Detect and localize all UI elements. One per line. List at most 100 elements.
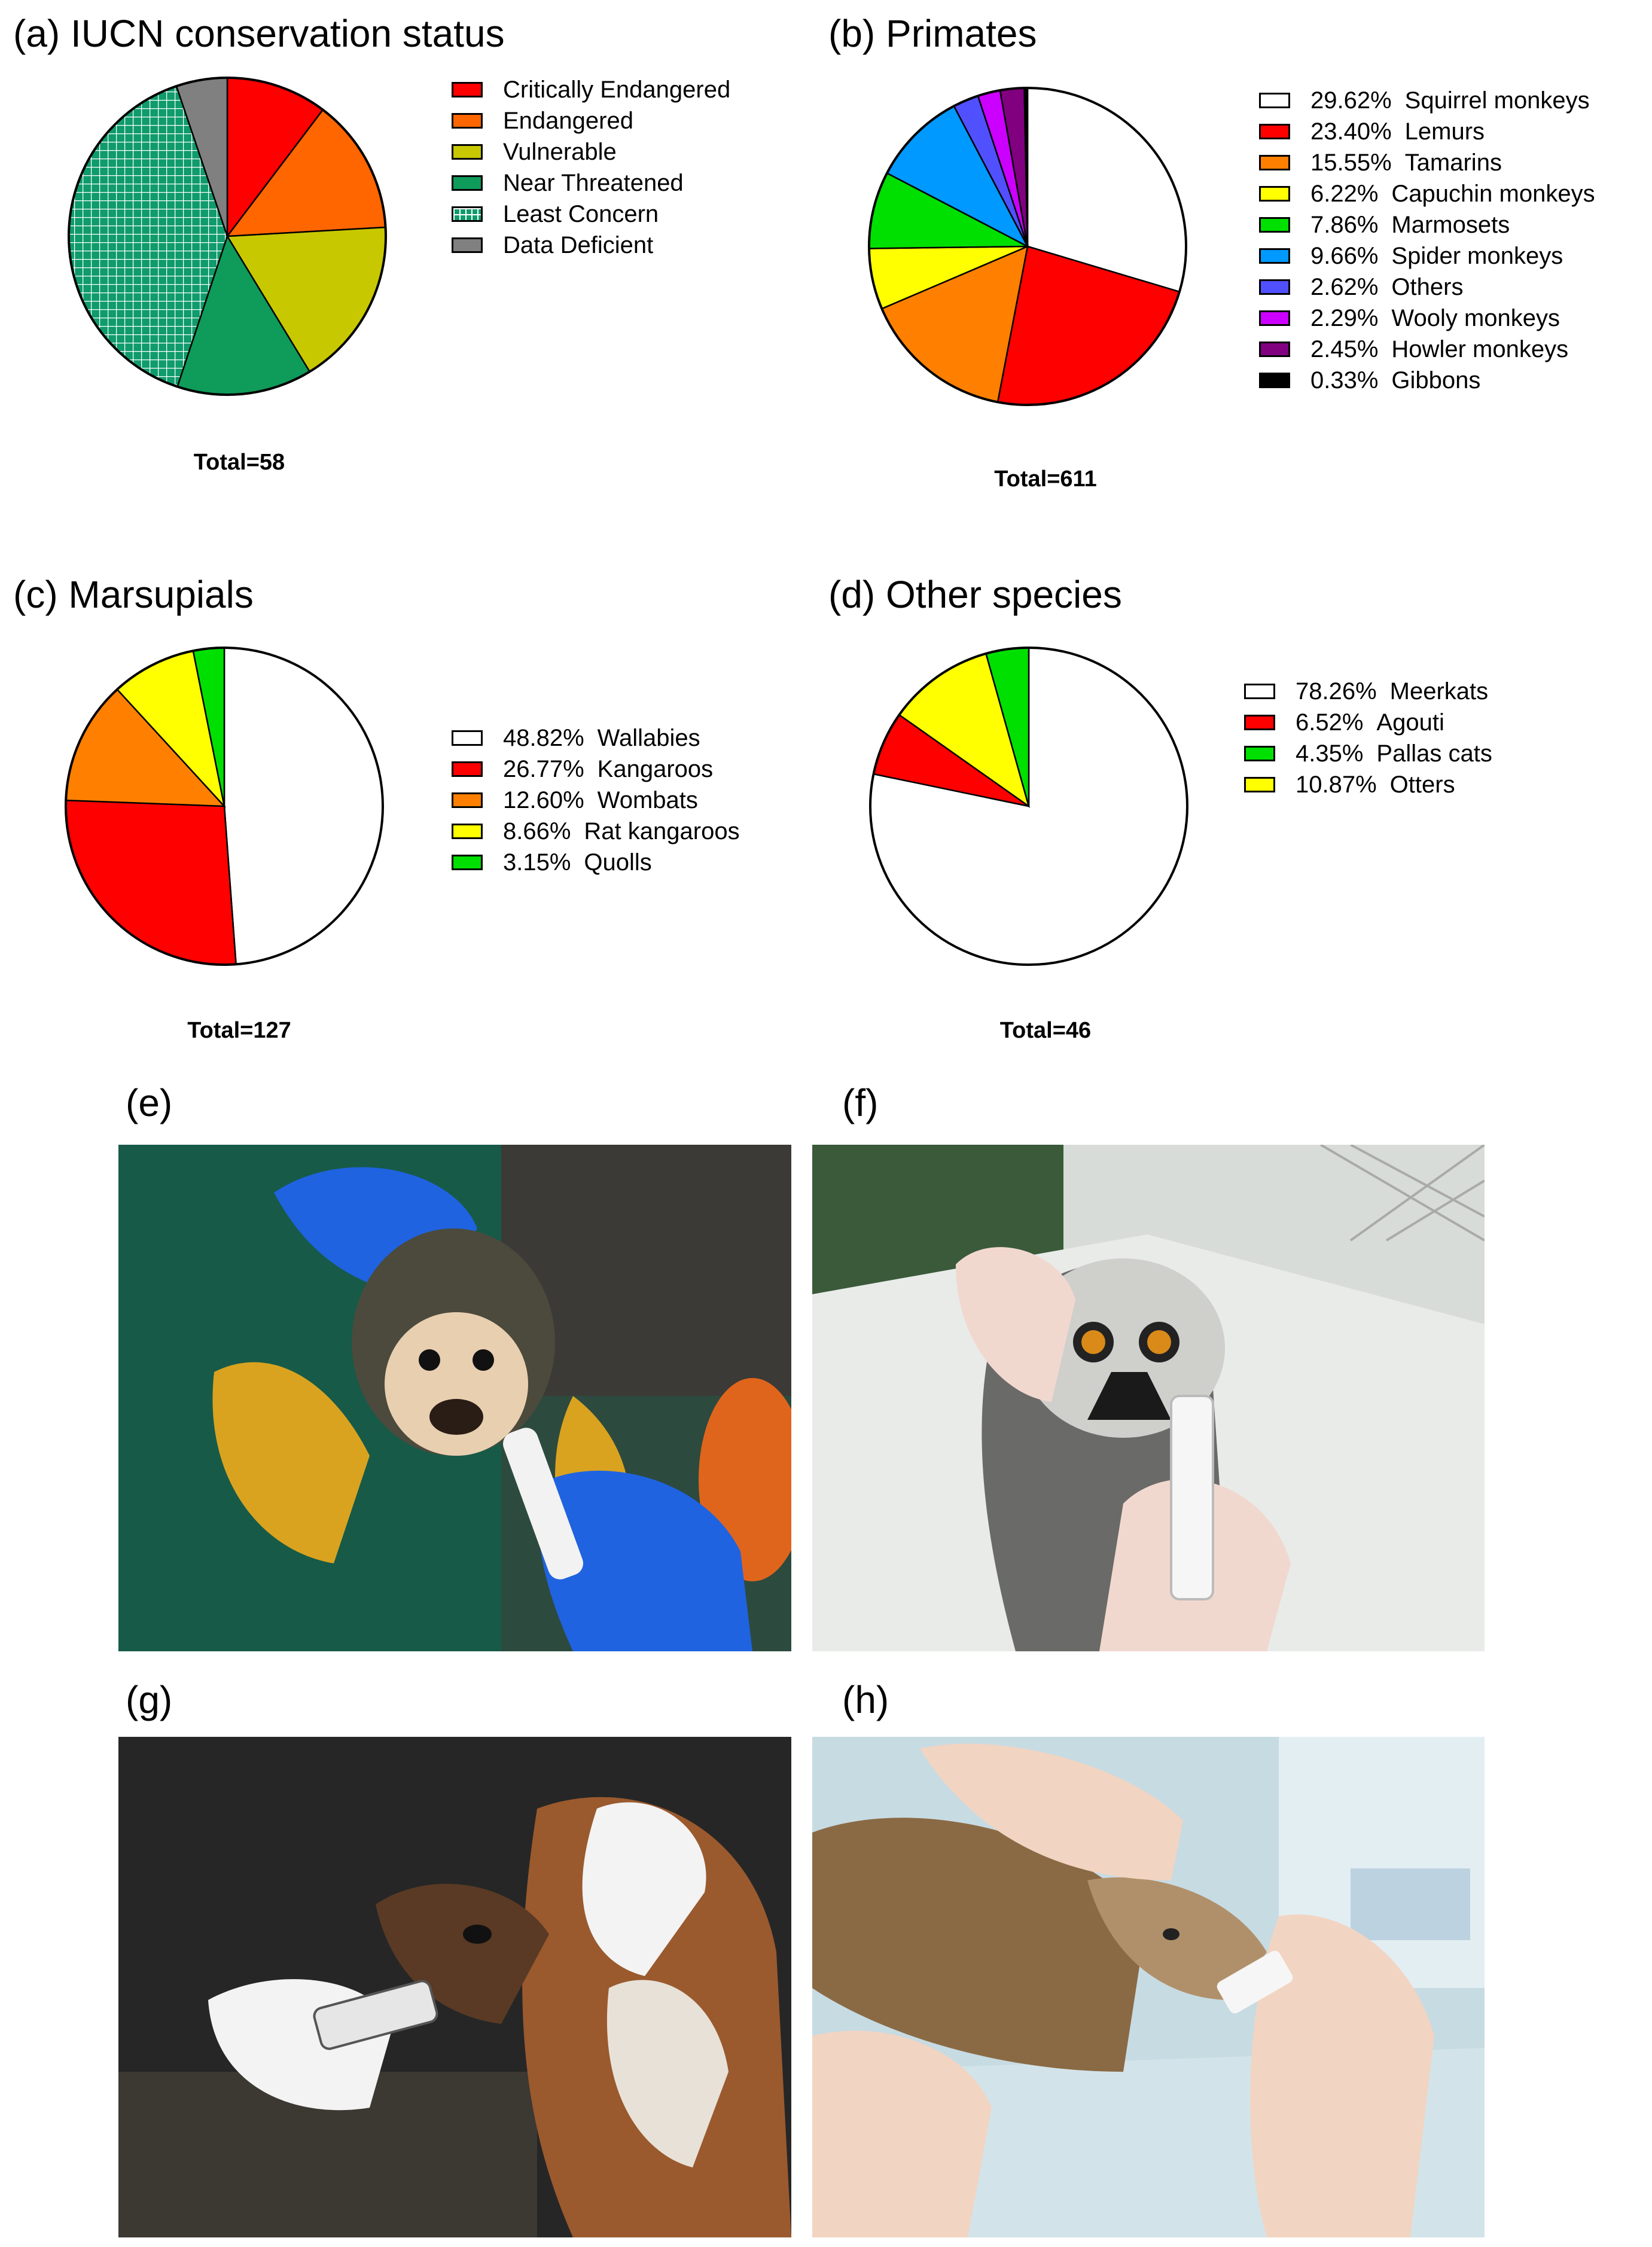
legend-label: Kangaroos	[597, 756, 714, 782]
legend-a: Critically Endangered Endangered Vulnerabl…	[452, 74, 730, 261]
legend-item-others: 2.62% Others	[1259, 272, 1595, 303]
legend-item-otters: 10.87% Otters	[1244, 769, 1492, 800]
legend-swatch	[452, 144, 483, 160]
legend-label: Others	[1391, 274, 1464, 300]
legend-label: Squirrel monkeys	[1404, 87, 1590, 114]
legend-percent: 2.62%	[1310, 274, 1379, 300]
legend-item-wooly-monkeys: 2.29% Wooly monkeys	[1259, 303, 1595, 334]
legend-percent: 2.29%	[1310, 305, 1379, 331]
pie-slice-kangaroos	[65, 799, 237, 966]
legend-swatch	[1259, 186, 1290, 202]
legend-item-wallabies: 48.82% Wallabies	[452, 722, 740, 754]
legend-label: Tamarins	[1404, 150, 1502, 176]
legend-label: Rat kangaroos	[584, 818, 740, 844]
legend-swatch	[1259, 217, 1290, 233]
legend-label: Critically Endangered	[503, 77, 731, 103]
legend-item-vulnerable: Vulnerable	[452, 136, 730, 167]
legend-swatch	[452, 855, 483, 870]
legend-swatch	[452, 237, 483, 253]
photo-g-label: (g)	[126, 1678, 173, 1721]
legend-item-critically-endangered: Critically Endangered	[452, 74, 730, 105]
legend-item-tamarins: 15.55% Tamarins	[1259, 147, 1595, 178]
legend-percent: 7.86%	[1310, 212, 1379, 238]
legend-percent: 9.66%	[1310, 243, 1379, 269]
legend-percent: 2.45%	[1310, 336, 1379, 362]
legend-swatch	[452, 175, 483, 191]
legend-swatch	[452, 113, 483, 129]
legend-item-least-concern: Least Concern	[452, 199, 730, 230]
legend-percent: 4.35%	[1296, 740, 1364, 767]
pie-chart-b	[868, 87, 1187, 406]
legend-label: Capuchin monkeys	[1391, 181, 1595, 207]
pie-slice-wallabies	[223, 647, 384, 965]
legend-percent: 6.22%	[1310, 181, 1379, 207]
legend-label: Lemurs	[1404, 118, 1485, 145]
pie-outline	[65, 647, 384, 966]
pie-chart-c	[65, 647, 384, 966]
legend-swatch	[1259, 373, 1290, 388]
legend-label: Wombats	[597, 787, 698, 813]
pie-chart-d	[869, 647, 1188, 966]
legend-item-capuchin-monkeys: 6.22% Capuchin monkeys	[1259, 178, 1595, 209]
legend-label: Endangered	[503, 108, 633, 134]
legend-item-data-deficient: Data Deficient	[452, 230, 730, 261]
photo-f-label: (f)	[842, 1081, 879, 1124]
legend-item-pallas-cats: 4.35% Pallas cats	[1244, 738, 1492, 769]
legend-swatch	[1244, 684, 1275, 699]
legend-swatch	[452, 730, 483, 746]
legend-label: Wallabies	[597, 725, 700, 751]
legend-percent: 29.62%	[1310, 87, 1392, 114]
legend-item-howler-monkeys: 2.45% Howler monkeys	[1259, 334, 1595, 365]
legend-label: Wooly monkeys	[1391, 305, 1560, 331]
legend-item-wombats: 12.60% Wombats	[452, 785, 740, 816]
legend-c: 48.82% Wallabies 26.77% Kangaroos 12.60% Womb…	[452, 722, 740, 878]
legend-label: Howler monkeys	[1391, 336, 1569, 362]
legend-label: Least Concern	[503, 201, 659, 227]
photo-e-label: (e)	[126, 1081, 173, 1124]
legend-item-near-threatened: Near Threatened	[452, 167, 730, 199]
legend-label: Spider monkeys	[1391, 243, 1563, 269]
legend-percent: 6.52%	[1296, 709, 1364, 736]
photo-h-meerkat	[812, 1737, 1485, 2237]
legend-swatch	[1259, 310, 1290, 326]
legend-item-quolls: 3.15% Quolls	[452, 847, 740, 878]
pie-outline	[869, 647, 1188, 966]
legend-item-gibbons: 0.33% Gibbons	[1259, 365, 1595, 396]
legend-swatch	[452, 206, 483, 222]
legend-swatch	[452, 824, 483, 839]
legend-percent: 8.66%	[503, 818, 571, 844]
panel-a-title: (a) IUCN conservation status	[13, 12, 505, 55]
panel-b-title: (b) Primates	[828, 12, 1037, 55]
panel-d-title: (d) Other species	[828, 573, 1122, 616]
legend-label: Data Deficient	[503, 232, 654, 258]
pie-outline	[868, 87, 1187, 406]
legend-label: Pallas cats	[1376, 740, 1492, 767]
legend-percent: 48.82%	[503, 725, 584, 751]
legend-label: Marmosets	[1391, 212, 1510, 238]
legend-item-endangered: Endangered	[452, 105, 730, 136]
legend-swatch	[1259, 155, 1290, 170]
legend-swatch	[1259, 93, 1290, 108]
legend-percent: 15.55%	[1310, 150, 1392, 176]
legend-item-marmosets: 7.86% Marmosets	[1259, 209, 1595, 240]
legend-label: Near Threatened	[503, 170, 684, 196]
legend-percent: 23.40%	[1310, 118, 1392, 145]
legend-swatch	[1244, 746, 1275, 761]
legend-label: Quolls	[584, 849, 652, 876]
legend-label: Otters	[1389, 772, 1455, 798]
legend-item-squirrel-monkeys: 29.62% Squirrel monkeys	[1259, 85, 1595, 116]
pie-outline	[68, 77, 387, 396]
legend-item-lemurs: 23.40% Lemurs	[1259, 116, 1595, 147]
total-c: Total=127	[187, 1018, 291, 1043]
legend-swatch	[1244, 777, 1275, 792]
legend-item-rat-kangaroos: 8.66% Rat kangaroos	[452, 816, 740, 847]
legend-swatch	[452, 82, 483, 97]
legend-label: Gibbons	[1391, 367, 1481, 394]
photo-g-marsupial	[118, 1737, 791, 2237]
legend-percent: 78.26%	[1296, 678, 1377, 705]
legend-percent: 0.33%	[1310, 367, 1379, 394]
legend-percent: 26.77%	[503, 756, 584, 782]
legend-item-kangaroos: 26.77% Kangaroos	[452, 754, 740, 785]
photo-e-squirrel-monkey	[118, 1145, 791, 1651]
legend-d: 78.26% Meerkats 6.52% Agouti 4.35% Pallas cat…	[1244, 676, 1492, 800]
